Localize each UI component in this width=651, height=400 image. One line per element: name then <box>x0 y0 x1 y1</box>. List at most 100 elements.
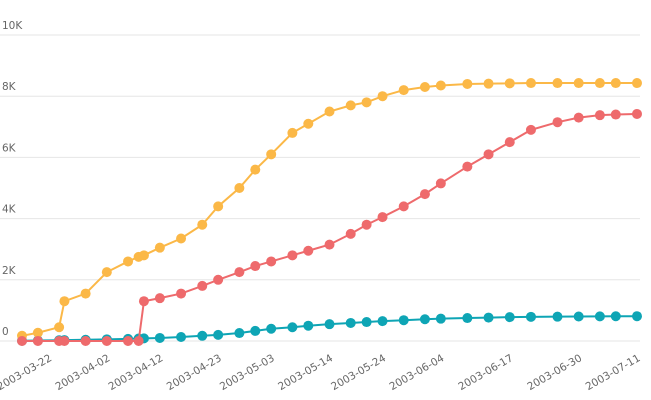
x-tick-label: 2003-06-17 <box>456 352 515 393</box>
x-tick-label: 2003-07-11 <box>584 352 643 393</box>
point-marker <box>552 311 563 322</box>
point-marker <box>213 201 224 212</box>
point-marker <box>361 317 372 328</box>
point-marker <box>345 317 356 328</box>
point-marker <box>483 149 494 160</box>
point-marker <box>197 330 208 341</box>
point-marker <box>504 137 515 148</box>
x-tick-label: 2003-05-14 <box>276 352 335 393</box>
point-marker <box>573 78 584 89</box>
y-tick-label: 0 <box>2 326 9 338</box>
point-marker <box>154 293 165 304</box>
point-marker <box>324 239 335 250</box>
point-marker <box>154 242 165 253</box>
point-marker <box>32 327 43 338</box>
point-marker <box>594 78 605 89</box>
point-marker <box>361 97 372 108</box>
point-marker <box>234 267 245 278</box>
point-marker <box>176 332 187 343</box>
point-marker <box>377 212 388 223</box>
series-line <box>21 82 637 337</box>
point-marker <box>176 233 187 244</box>
point-marker <box>504 78 515 89</box>
point-marker <box>594 311 605 322</box>
x-tick-label: 2003-06-04 <box>387 352 446 393</box>
point-marker <box>377 316 388 327</box>
point-marker <box>287 127 298 138</box>
point-marker <box>287 250 298 261</box>
series-line <box>22 112 638 342</box>
point-marker <box>632 108 642 119</box>
point-marker <box>197 280 208 291</box>
x-tick-label: 2003-05-24 <box>329 352 388 393</box>
point-marker <box>123 256 134 267</box>
point-marker <box>345 100 356 111</box>
point-marker <box>324 106 335 117</box>
point-marker <box>197 219 208 230</box>
y-tick-label: 10K <box>2 20 23 32</box>
point-marker <box>361 219 372 230</box>
y-tick-label: 2K <box>2 265 17 277</box>
point-marker <box>80 336 91 346</box>
x-tick-label: 2003-05-03 <box>218 352 277 393</box>
series-line <box>21 315 638 342</box>
point-marker <box>213 329 224 340</box>
point-marker <box>138 296 149 307</box>
y-tick-label: 6K <box>2 142 17 154</box>
point-marker <box>32 336 43 346</box>
point-marker <box>250 261 261 272</box>
point-marker <box>101 336 112 346</box>
point-marker <box>462 78 473 89</box>
point-marker <box>17 336 27 346</box>
point-marker <box>419 189 430 200</box>
point-marker <box>345 228 356 239</box>
x-tick-label: 2003-04-02 <box>53 352 112 393</box>
point-marker <box>398 85 409 96</box>
point-marker <box>133 336 144 346</box>
point-marker <box>632 78 642 89</box>
point-marker <box>377 91 388 102</box>
point-marker <box>573 112 584 123</box>
point-marker <box>303 118 314 129</box>
point-marker <box>632 311 642 322</box>
point-marker <box>266 323 277 334</box>
point-marker <box>303 320 314 331</box>
point-marker <box>419 82 430 93</box>
point-marker <box>398 315 409 326</box>
point-marker <box>101 267 112 278</box>
point-marker <box>552 117 563 128</box>
point-marker <box>324 319 335 330</box>
point-marker <box>123 336 134 346</box>
point-marker <box>250 164 261 175</box>
point-marker <box>525 78 536 89</box>
point-marker <box>462 313 473 324</box>
point-marker <box>59 296 70 307</box>
point-marker <box>138 250 149 261</box>
point-marker <box>54 322 65 333</box>
point-marker <box>552 78 563 89</box>
point-marker <box>419 314 430 325</box>
point-marker <box>266 256 277 267</box>
point-marker <box>525 311 536 322</box>
point-marker <box>176 288 187 299</box>
point-marker <box>610 109 621 120</box>
x-tick-label: 2003-03-22 <box>0 352 54 393</box>
point-marker <box>435 80 446 91</box>
point-marker <box>610 311 621 322</box>
x-tick-label: 2003-04-12 <box>106 352 165 393</box>
y-tick-label: 4K <box>2 204 17 216</box>
point-marker <box>80 288 91 299</box>
point-marker <box>573 311 584 322</box>
point-marker <box>234 328 245 339</box>
point-marker <box>435 178 446 189</box>
point-marker <box>250 325 261 336</box>
point-marker <box>266 149 277 160</box>
point-marker <box>483 312 494 323</box>
point-marker <box>435 313 446 324</box>
point-marker <box>154 332 165 343</box>
point-marker <box>610 78 621 89</box>
point-marker <box>234 183 245 193</box>
point-marker <box>213 274 224 285</box>
